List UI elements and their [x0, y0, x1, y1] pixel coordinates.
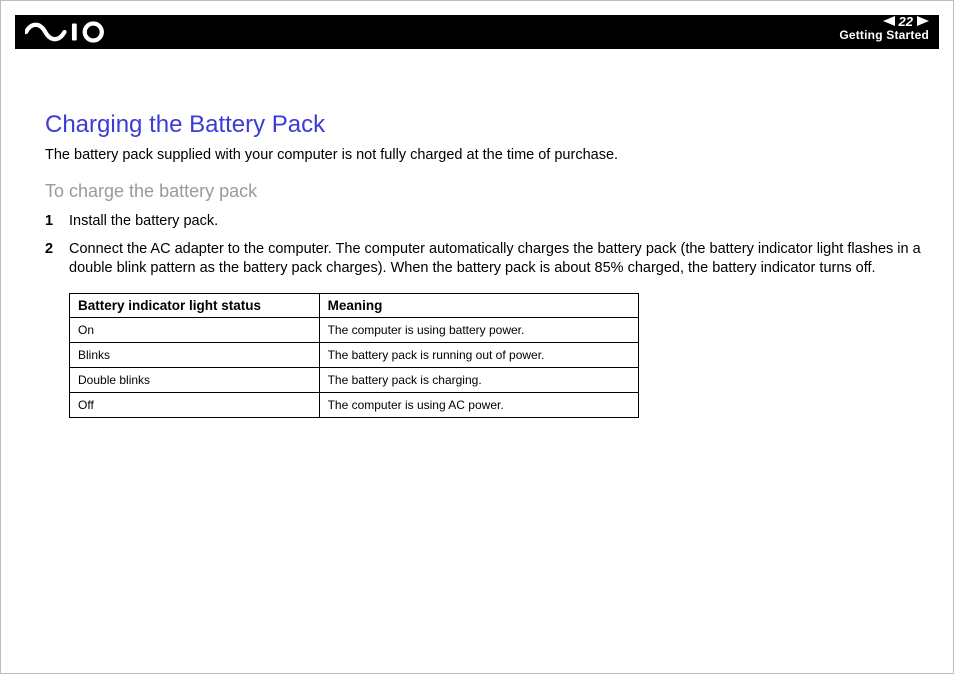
indicator-table: Battery indicator light status Meaning O…: [69, 293, 639, 418]
page-title: Charging the Battery Pack: [45, 111, 929, 139]
intro-text: The battery pack supplied with your comp…: [45, 147, 929, 163]
step-number: 2: [45, 240, 69, 260]
table-cell: The battery pack is running out of power…: [319, 342, 638, 367]
list-item: 2 Connect the AC adapter to the computer…: [45, 240, 929, 279]
vaio-logo: [25, 19, 121, 45]
table-cell: Double blinks: [70, 367, 320, 392]
header-bar: 22 Getting Started: [15, 15, 939, 49]
table-cell: Blinks: [70, 342, 320, 367]
table-cell: The battery pack is charging.: [319, 367, 638, 392]
table-header-cell: Battery indicator light status: [70, 293, 320, 317]
step-text: Connect the AC adapter to the computer. …: [69, 240, 929, 279]
table-cell: On: [70, 317, 320, 342]
subheading: To charge the battery pack: [45, 181, 929, 202]
table-cell: Off: [70, 392, 320, 417]
step-text: Install the battery pack.: [69, 212, 929, 232]
page-number: 22: [899, 15, 913, 29]
table-header-cell: Meaning: [319, 293, 638, 317]
table-row: Double blinks The battery pack is chargi…: [70, 367, 639, 392]
table-row: Blinks The battery pack is running out o…: [70, 342, 639, 367]
list-item: 1 Install the battery pack.: [45, 212, 929, 232]
table-header-row: Battery indicator light status Meaning: [70, 293, 639, 317]
page: 22 Getting Started Charging the Battery …: [0, 0, 954, 674]
page-nav: 22 Getting Started: [839, 15, 929, 42]
steps-list: 1 Install the battery pack. 2 Connect th…: [45, 212, 929, 279]
content: Charging the Battery Pack The battery pa…: [45, 111, 929, 418]
prev-page-arrow-icon[interactable]: [883, 15, 895, 29]
section-label: Getting Started: [839, 29, 929, 42]
table-cell: The computer is using AC power.: [319, 392, 638, 417]
next-page-arrow-icon[interactable]: [917, 15, 929, 29]
table-row: Off The computer is using AC power.: [70, 392, 639, 417]
table-row: On The computer is using battery power.: [70, 317, 639, 342]
table-cell: The computer is using battery power.: [319, 317, 638, 342]
step-number: 1: [45, 212, 69, 232]
